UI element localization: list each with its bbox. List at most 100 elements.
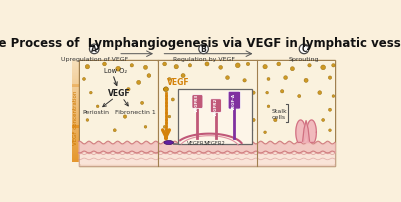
Bar [72, 141, 79, 142]
Circle shape [267, 78, 270, 81]
Bar [72, 159, 79, 161]
Bar [72, 95, 79, 96]
Circle shape [328, 109, 332, 112]
Circle shape [127, 88, 130, 92]
Bar [72, 161, 79, 162]
Circle shape [318, 91, 322, 95]
Bar [72, 61, 79, 62]
Circle shape [304, 79, 308, 83]
Bar [72, 149, 79, 150]
Circle shape [163, 126, 166, 128]
Bar [72, 126, 79, 127]
Bar [72, 81, 79, 82]
Bar [72, 107, 79, 108]
Bar [72, 147, 79, 148]
Circle shape [328, 77, 332, 80]
Circle shape [123, 115, 127, 119]
Circle shape [243, 79, 246, 83]
Text: VEGF-A: VEGF-A [232, 92, 236, 109]
Bar [72, 102, 79, 103]
Circle shape [332, 64, 335, 68]
Text: Upregulation of VEGF: Upregulation of VEGF [61, 57, 128, 62]
Bar [72, 71, 79, 72]
Bar [72, 143, 79, 144]
Bar [72, 66, 79, 67]
Bar [72, 150, 79, 151]
Bar [72, 72, 79, 73]
Bar [72, 139, 79, 140]
Circle shape [273, 119, 277, 122]
Bar [72, 123, 79, 124]
Bar [72, 109, 79, 110]
Circle shape [130, 64, 134, 68]
Bar [178, 90, 252, 144]
Bar [72, 105, 79, 106]
Text: C: C [301, 45, 307, 54]
Circle shape [89, 45, 99, 54]
Bar [72, 118, 79, 119]
Bar [72, 122, 79, 123]
Bar [72, 137, 79, 138]
Circle shape [137, 81, 141, 85]
Bar [72, 148, 79, 149]
Bar [72, 65, 79, 66]
Polygon shape [296, 120, 306, 143]
Bar [72, 88, 79, 89]
Bar [72, 98, 79, 99]
Bar [72, 151, 79, 152]
Bar [72, 87, 79, 88]
Polygon shape [303, 121, 310, 143]
Bar [72, 142, 79, 143]
Circle shape [144, 126, 147, 128]
FancyBboxPatch shape [211, 99, 221, 113]
Circle shape [267, 105, 270, 108]
Text: B: B [200, 45, 207, 54]
Bar [72, 106, 79, 107]
Bar [72, 120, 79, 121]
Bar [72, 76, 79, 77]
Bar [72, 75, 79, 76]
Text: Periostin: Periostin [82, 110, 109, 115]
Bar [72, 124, 79, 125]
Circle shape [290, 67, 294, 72]
Bar [72, 153, 79, 155]
Text: VEGF concentration: VEGF concentration [73, 90, 78, 144]
Text: The Process of  Lymphangiogenesis via VEGF in lymphatic vessels: The Process of Lymphangiogenesis via VEG… [0, 37, 401, 50]
Circle shape [322, 119, 325, 122]
Circle shape [226, 76, 229, 80]
Bar [72, 157, 79, 159]
Bar [72, 117, 79, 118]
Circle shape [168, 116, 171, 118]
Bar [72, 108, 79, 109]
Bar [72, 127, 79, 128]
Bar [72, 91, 79, 92]
Circle shape [168, 78, 171, 81]
Bar [72, 140, 79, 141]
Bar [72, 97, 79, 98]
Bar [72, 63, 79, 64]
Circle shape [235, 64, 240, 68]
Text: Low O₂: Low O₂ [105, 67, 128, 73]
Bar [72, 90, 79, 91]
Circle shape [171, 98, 174, 102]
Bar [72, 138, 79, 139]
Text: VEGF: VEGF [167, 77, 190, 86]
Bar [72, 64, 79, 65]
Bar [72, 79, 79, 80]
Text: VEGFR3: VEGFR3 [187, 141, 208, 146]
Circle shape [163, 88, 166, 91]
Circle shape [321, 66, 326, 70]
Bar [72, 152, 79, 154]
Bar [72, 162, 79, 163]
Circle shape [116, 67, 121, 72]
Circle shape [113, 129, 116, 132]
Bar [72, 92, 79, 93]
Bar [72, 104, 79, 105]
Bar [72, 86, 79, 87]
Text: VEGFR3: VEGFR3 [195, 93, 199, 111]
Bar [72, 70, 79, 71]
Bar [72, 136, 79, 137]
Text: A: A [91, 45, 97, 54]
Bar [257, 62, 335, 165]
Bar [72, 114, 79, 115]
